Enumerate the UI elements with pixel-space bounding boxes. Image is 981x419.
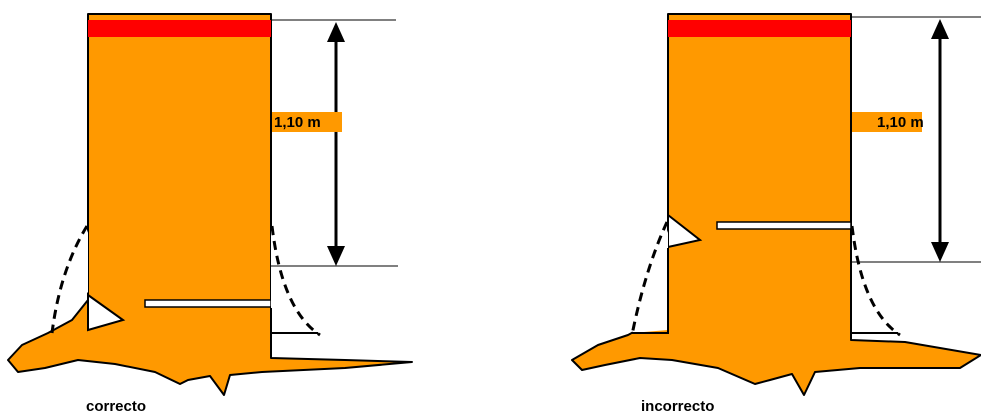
felling-cut-correct <box>144 299 272 308</box>
height-label-incorrect: 1,10 m <box>877 114 924 131</box>
label-bg-correct <box>272 112 342 132</box>
caption-correct: correcto <box>86 398 147 415</box>
trimmed-buttress-right-incorrect <box>851 230 898 333</box>
buttress-outline-left-incorrect <box>632 248 669 334</box>
buttress-outline-right-correct <box>270 308 318 334</box>
trunk-correct <box>7 13 413 396</box>
felling-cut-incorrect <box>716 221 852 230</box>
notch-correct <box>87 293 126 332</box>
arrow-head-down-incorrect <box>931 242 949 262</box>
dashed-root-left-correct <box>50 225 89 334</box>
height-label-correct: 1,10 m <box>274 114 321 131</box>
figure-correct: 1,10 m <box>7 13 413 396</box>
trimmed-buttress-left-correct <box>52 230 88 331</box>
caption-incorrect: incorrecto <box>641 398 715 415</box>
trunk-incorrect <box>571 13 981 396</box>
arrow-head-up-correct <box>327 22 345 42</box>
trimmed-buttress-right-correct <box>271 230 318 333</box>
label-bg-incorrect <box>852 112 922 132</box>
figure-incorrect: 1,10 m <box>571 13 981 396</box>
arrow-head-down-correct <box>327 246 345 266</box>
dashed-root-right-correct <box>270 225 321 337</box>
buttress-outline-right-incorrect <box>850 230 898 334</box>
arrow-head-up-incorrect <box>931 19 949 39</box>
trimmed-buttress-left-incorrect <box>632 230 668 333</box>
marking-band-incorrect <box>668 20 851 37</box>
marking-band-correct <box>88 20 271 37</box>
dashed-root-right-incorrect <box>850 225 901 337</box>
